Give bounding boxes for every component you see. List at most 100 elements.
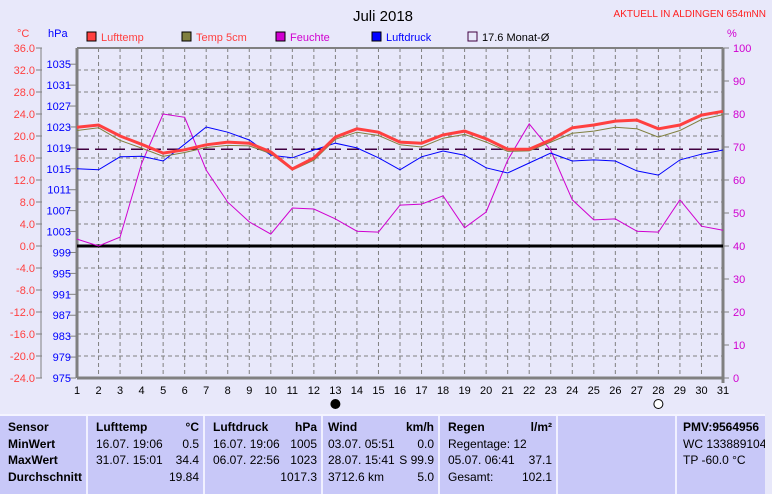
humidity-tick-label: 0 [733, 373, 739, 385]
avg-row-label: Durchschnitt [8, 469, 82, 486]
humidity-tick-label: 10 [733, 340, 745, 352]
x-tick-label: 19 [458, 385, 470, 397]
temp-tick-label: -24.0 [10, 373, 35, 385]
legend-label-3: Luftdruck [386, 32, 432, 44]
lufttemp-avg: 19.84 [169, 469, 199, 486]
temp-tick-label: 24.0 [14, 109, 35, 121]
regen-unit: l/m² [531, 419, 552, 436]
wind-min-time: 03.07. 05:51 [328, 436, 395, 453]
x-tick-label: 6 [182, 385, 188, 397]
regen-max-time: 05.07. 06:41 [448, 452, 515, 469]
temp-tick-label: 36.0 [14, 43, 35, 55]
temp-tick-label: -16.0 [10, 329, 35, 341]
temp-tick-label: 0.0 [20, 241, 35, 253]
legend-swatch-3 [372, 32, 381, 41]
x-tick-label: 10 [265, 385, 277, 397]
wind-unit: km/h [406, 419, 434, 436]
legend-label-2: Feuchte [290, 32, 330, 44]
temp-tick-label: 16.0 [14, 153, 35, 165]
legend-swatch-4 [468, 32, 477, 41]
humidity-tick-label: 90 [733, 76, 745, 88]
x-tick-label: 2 [95, 385, 101, 397]
sensor-header: Sensor [8, 419, 82, 436]
humidity-tick-label: 80 [733, 109, 745, 121]
legend-swatch-2 [276, 32, 285, 41]
pressure-tick-label: 987 [53, 310, 71, 322]
moon-new-icon [331, 400, 340, 409]
pressure-tick-label: 1019 [47, 143, 71, 155]
temp-tick-label: -20.0 [10, 351, 35, 363]
pressure-tick-label: 999 [53, 247, 71, 259]
temp-tick-label: 12.0 [14, 175, 35, 187]
x-tick-label: 25 [588, 385, 600, 397]
lufttemp-header: Lufttemp [96, 419, 147, 436]
pressure-tick-label: 1023 [47, 122, 71, 134]
x-tick-label: 13 [329, 385, 341, 397]
temp-tick-label: 32.0 [14, 65, 35, 77]
lufttemp-max-time: 31.07. 15:01 [96, 452, 163, 469]
pressure-tick-label: 1027 [47, 101, 71, 113]
humidity-unit-label: % [727, 28, 737, 40]
x-tick-label: 30 [695, 385, 707, 397]
wind-max: S 99.9 [399, 452, 434, 469]
pmv-column: PMV:9564956 WC 133889104.0 TP -60.0 °C [677, 416, 765, 494]
x-tick-label: 27 [631, 385, 643, 397]
x-tick-label: 1 [74, 385, 80, 397]
wind-header: Wind [328, 419, 357, 436]
chart-title: Juli 2018 [353, 8, 413, 25]
lufttemp-min-time: 16.07. 19:06 [96, 436, 163, 453]
weather-chart: Juli 2018 AKTUELL IN ALDINGEN 654mNN °C … [0, 0, 772, 414]
regen-max: 37.1 [529, 452, 552, 469]
legend-label-0: Lufttemp [101, 32, 144, 44]
x-tick-label: 23 [545, 385, 557, 397]
regen-days: Regentage: 12 [448, 436, 527, 453]
luftdruck-header: Luftdruck [213, 419, 268, 436]
x-tick-label: 29 [674, 385, 686, 397]
lufttemp-max: 34.4 [176, 452, 199, 469]
x-tick-label: 14 [351, 385, 363, 397]
humidity-tick-label: 20 [733, 307, 745, 319]
legend-swatch-1 [182, 32, 191, 41]
x-tick-label: 4 [139, 385, 145, 397]
moon-full-icon [654, 400, 663, 409]
pressure-tick-label: 1035 [47, 59, 71, 71]
humidity-tick-label: 100 [733, 43, 751, 55]
luftdruck-max: 1023 [290, 452, 317, 469]
x-tick-label: 9 [246, 385, 252, 397]
x-tick-label: 22 [523, 385, 535, 397]
station-label: AKTUELL IN ALDINGEN 654mNN [614, 9, 766, 20]
empty-column [558, 416, 677, 494]
pressure-tick-label: 979 [53, 352, 71, 364]
pressure-tick-label: 1003 [47, 227, 71, 239]
x-tick-label: 17 [415, 385, 427, 397]
humidity-tick-label: 60 [733, 175, 745, 187]
statistics-table: Sensor MinWert MaxWert Durchschnitt Luft… [0, 414, 765, 494]
temp-unit-label: °C [17, 28, 29, 40]
pressure-unit-label: hPa [48, 28, 68, 40]
x-tick-label: 16 [394, 385, 406, 397]
luftdruck-avg: 1017.3 [280, 469, 317, 486]
x-tick-label: 7 [203, 385, 209, 397]
luftdruck-min: 1005 [290, 436, 317, 453]
x-tick-label: 28 [652, 385, 664, 397]
regen-total-label: Gesamt: [448, 469, 493, 486]
x-tick-label: 26 [609, 385, 621, 397]
pressure-tick-label: 983 [53, 331, 71, 343]
x-tick-label: 15 [372, 385, 384, 397]
temp-tick-label: 20.0 [14, 131, 35, 143]
pressure-tick-label: 991 [53, 289, 71, 301]
sensor-column: Sensor MinWert MaxWert Durchschnitt [0, 416, 88, 494]
humidity-tick-label: 70 [733, 142, 745, 154]
max-row-label: MaxWert [8, 452, 82, 469]
wind-max-time: 28.07. 15:41 [328, 452, 395, 469]
regen-total: 102.1 [522, 469, 552, 486]
wc-value: WC 133889104.0 [683, 436, 761, 453]
legend-label-4: 17.6 Monat-Ø [482, 32, 550, 44]
pressure-tick-label: 975 [53, 373, 71, 385]
temp-tick-label: 28.0 [14, 87, 35, 99]
x-tick-label: 18 [437, 385, 449, 397]
pressure-tick-label: 995 [53, 268, 71, 280]
